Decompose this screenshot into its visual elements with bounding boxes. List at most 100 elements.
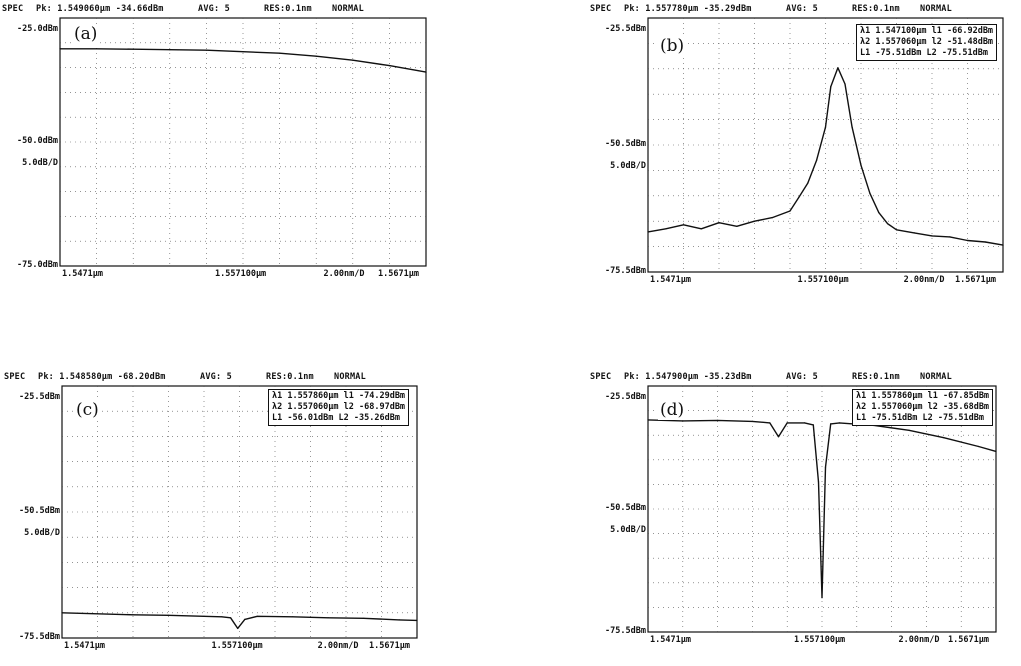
header-norm: NORMAL xyxy=(332,4,364,14)
panel-letter: (c) xyxy=(74,400,101,420)
trace-point xyxy=(751,420,753,422)
trace-point xyxy=(132,48,134,50)
header-mode: SPEC xyxy=(4,372,26,382)
marker-readout-box: λ1 1.547100μm l1 -66.92dBm λ2 1.557060μm … xyxy=(856,24,998,61)
header-mode: SPEC xyxy=(590,372,612,382)
marker-readout-box: λ1 1.557860μm l1 -67.85dBm λ2 1.557060μm … xyxy=(852,389,994,426)
marker-readout-line: λ2 1.557060μm l2 -68.97dBm xyxy=(272,402,406,412)
trace-point xyxy=(851,126,853,128)
trace-point xyxy=(807,182,809,184)
y-bottom-label: -75.5dBm xyxy=(19,632,60,642)
trace-point xyxy=(789,210,791,212)
trace-point xyxy=(984,241,986,243)
header-peak: Pk: 1.548580μm -68.20dBm xyxy=(38,372,166,382)
trace-point xyxy=(256,615,258,617)
trace-point xyxy=(821,597,823,599)
y-scale-label: 5.0dB/D xyxy=(610,525,646,535)
x-right-label: 1.5671μm xyxy=(369,641,410,651)
trace-point xyxy=(978,445,980,448)
trace-point xyxy=(798,196,800,198)
spectrum-panel-d: SPEC Pk: 1.547900μm -35.23dBm AVG: 5 RES:0.… xyxy=(530,372,1020,662)
y-scale-label: 5.0dB/D xyxy=(22,158,58,168)
x-division-label: 2.00nm/D xyxy=(903,275,945,285)
trace-point xyxy=(943,437,945,439)
trace-point xyxy=(769,422,771,424)
header-mode: SPEC xyxy=(590,4,612,14)
trace-point xyxy=(817,481,820,483)
y-scale-label: 5.0dB/D xyxy=(610,161,646,171)
header-res: RES:0.1nm xyxy=(852,4,900,14)
marker-readout-line: λ1 1.547100μm l1 -66.92dBm xyxy=(860,26,994,36)
trace-point xyxy=(279,52,281,54)
trace-point xyxy=(908,429,910,431)
plot-svg xyxy=(61,385,418,639)
trace-point xyxy=(824,466,827,468)
header-avg: AVG: 5 xyxy=(200,372,232,382)
x-center-label: 1.557100μm xyxy=(215,269,267,279)
marker-readout-line: λ1 1.557860μm l1 -74.29dBm xyxy=(272,391,406,401)
trace-point xyxy=(777,436,780,438)
panel-letter: (a) xyxy=(72,24,100,44)
plot-svg xyxy=(59,17,427,267)
marker-readout-line: L1 -75.51dBm L2 -75.51dBm xyxy=(856,413,984,423)
x-left-label: 1.5471μm xyxy=(650,635,691,645)
y-scale-label: 5.0dB/D xyxy=(24,528,60,538)
y-top-label: -25.5dBm xyxy=(605,24,646,34)
trace-point xyxy=(816,159,818,161)
trace-point xyxy=(230,617,232,619)
header-res: RES:0.1nm xyxy=(264,4,312,14)
trace-point xyxy=(824,126,827,128)
trace-point xyxy=(327,617,329,619)
trace-point xyxy=(416,619,418,621)
trace-point xyxy=(388,65,390,67)
trace-point xyxy=(844,83,846,85)
trace-point xyxy=(647,419,649,421)
trace-point xyxy=(59,48,61,50)
trace-point xyxy=(830,86,832,88)
trace-point xyxy=(425,71,427,73)
y-mid-label: -50.0dBm xyxy=(17,136,58,146)
header-avg: AVG: 5 xyxy=(198,4,230,14)
x-left-label: 1.5471μm xyxy=(62,269,103,279)
marker-readout-line: L1 -56.01dBm L2 -35.26dBm xyxy=(272,413,400,423)
marker-readout-line: λ2 1.557060μm l2 -35.68dBm xyxy=(856,402,990,412)
y-bottom-label: -75.5dBm xyxy=(605,266,646,276)
trace-point xyxy=(736,225,738,227)
spectrum-trace xyxy=(647,67,1004,246)
x-left-label: 1.5471μm xyxy=(64,641,105,651)
spectrum-panel-a: SPEC Pk: 1.549060μm -34.66dBm AVG: 5 RES:0.… xyxy=(2,4,492,294)
trace-point xyxy=(812,424,814,426)
header-norm: NORMAL xyxy=(334,372,366,382)
x-right-label: 1.5671μm xyxy=(378,269,419,279)
marker-readout-line: L1 -75.51dBm L2 -75.51dBm xyxy=(860,48,988,58)
trace-point xyxy=(96,48,98,50)
spectrum-panel-b: SPEC Pk: 1.557780μm -35.29dBm AVG: 5 RES:0.… xyxy=(530,4,1020,294)
marker-readout-line: λ2 1.557060μm l2 -51.48dBm xyxy=(860,37,994,47)
trace-point xyxy=(887,223,889,225)
trace-point xyxy=(718,222,720,224)
marker-readout-line: λ1 1.557860μm l1 -67.85dBm xyxy=(856,391,990,401)
y-top-label: -25.0dBm xyxy=(17,24,58,34)
trace-point xyxy=(869,192,871,194)
trace-point xyxy=(830,423,832,425)
trace-point xyxy=(352,59,354,61)
trace-point xyxy=(203,615,205,617)
trace-point xyxy=(205,49,207,51)
y-bottom-label: -75.0dBm xyxy=(17,260,58,270)
x-division-label: 2.00nm/D xyxy=(323,269,365,279)
trace-point xyxy=(878,212,880,214)
header-avg: AVG: 5 xyxy=(786,4,818,14)
trace-point xyxy=(895,229,898,231)
y-mid-label: -50.5dBm xyxy=(19,506,60,516)
x-division-label: 2.00nm/D xyxy=(898,635,940,645)
trace-point xyxy=(771,217,773,219)
header-peak: Pk: 1.549060μm -34.66dBm xyxy=(36,4,164,14)
trace-point xyxy=(315,55,317,57)
trace-point xyxy=(995,450,997,452)
header-norm: NORMAL xyxy=(920,4,952,14)
trace-point xyxy=(398,619,400,621)
trace-point xyxy=(132,614,134,616)
trace-point xyxy=(61,612,63,614)
x-right-label: 1.5671μm xyxy=(955,275,996,285)
trace-point xyxy=(700,228,702,230)
